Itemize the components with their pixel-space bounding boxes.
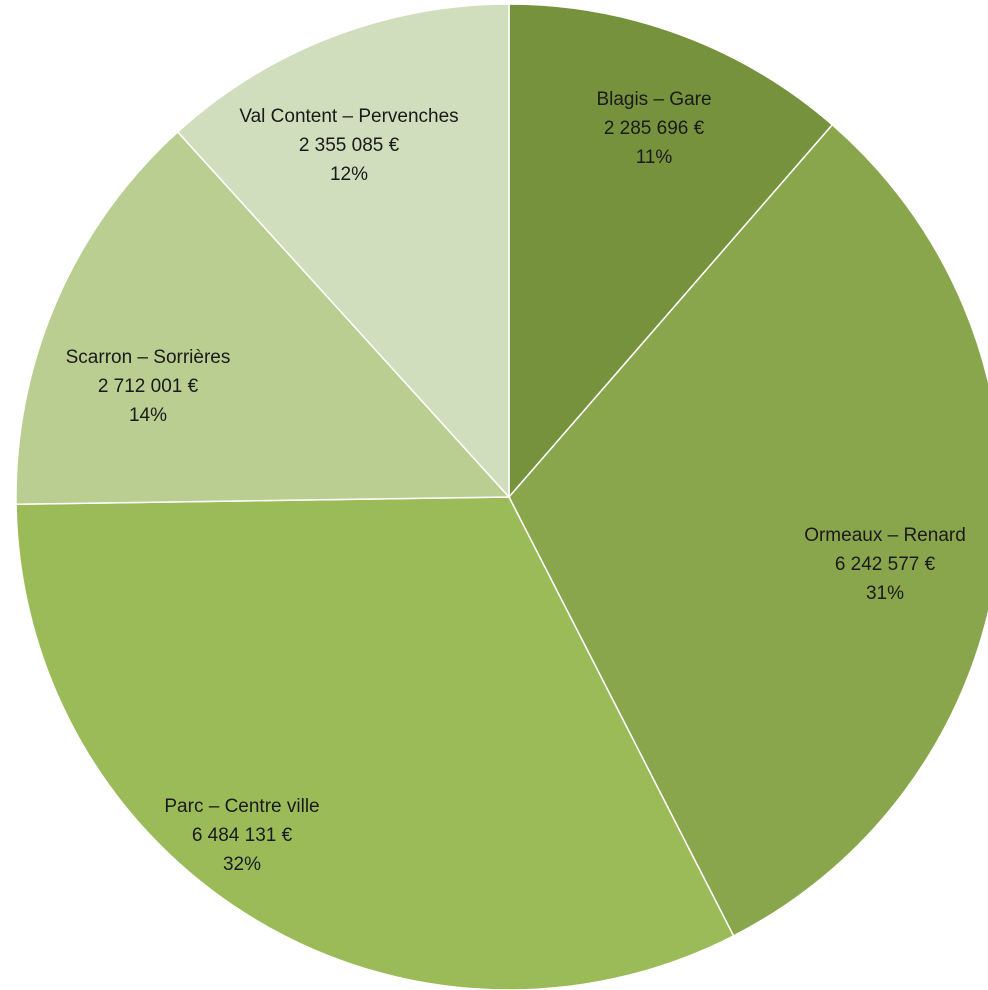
slice-label-value: 6 484 131 € <box>192 825 293 846</box>
slice-label-name: Parc – Centre ville <box>164 796 319 817</box>
pie-slice <box>508 123 988 937</box>
pie-slices <box>15 3 988 990</box>
slice-label-name: Scarron – Sorrières <box>66 347 231 368</box>
pie-slice <box>508 3 834 500</box>
slice-label-value: 2 712 001 € <box>98 376 199 397</box>
slice-label-value: 6 242 577 € <box>835 554 936 575</box>
slice-label-name: Val Content – Pervenches <box>239 106 458 127</box>
slice-label-name: Ormeaux – Renard <box>804 525 966 546</box>
slice-label-name: Blagis – Gare <box>596 89 711 110</box>
slice-label-percent: 32% <box>223 854 261 875</box>
slice-label-percent: 31% <box>866 583 904 604</box>
slice-label-value: 2 285 696 € <box>604 118 705 139</box>
slice-label-percent: 14% <box>129 405 167 426</box>
pie-slice <box>15 130 511 506</box>
slice-labels: Blagis – Gare 2 285 696 € 11% Ormeaux – Ren… <box>66 89 966 875</box>
pie-slice <box>176 3 510 499</box>
slice-label-value: 2 355 085 € <box>299 135 400 156</box>
slice-label-percent: 12% <box>330 164 368 185</box>
pie-slice <box>15 496 735 990</box>
slice-label-percent: 11% <box>636 147 673 168</box>
